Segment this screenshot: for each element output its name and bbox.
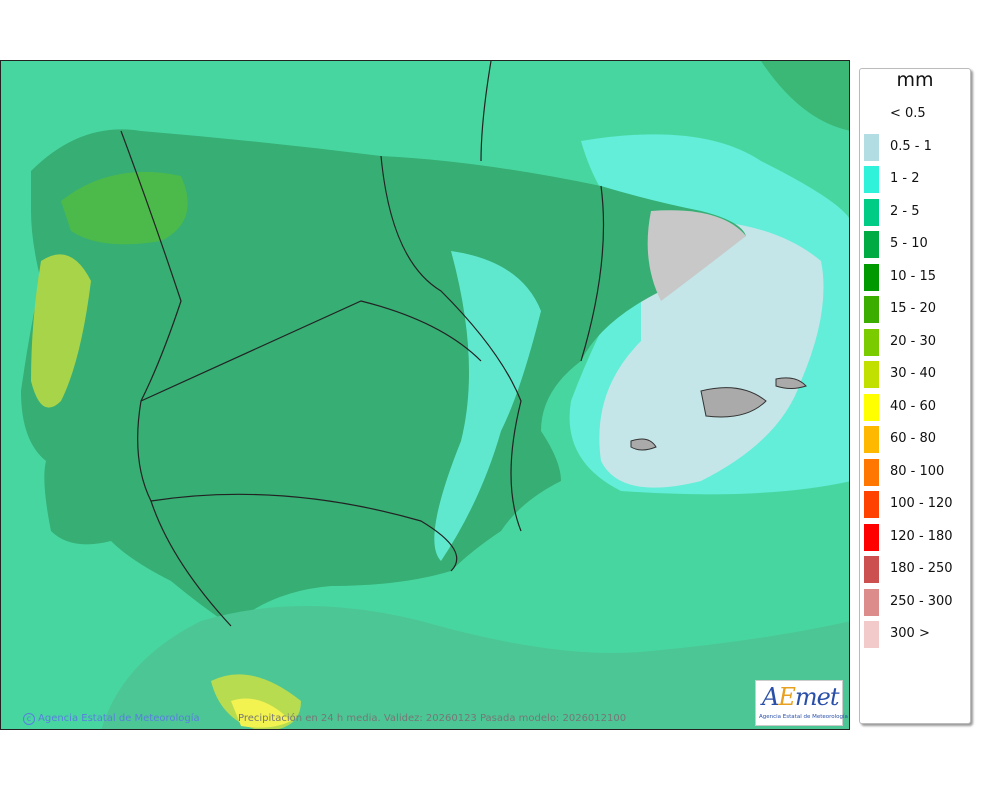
land-precip-low [647, 210, 746, 301]
map-caption: Precipitación en 24 h media. Validez: 20… [238, 713, 627, 724]
legend-item: 20 - 30 [864, 328, 968, 357]
land-precip-1-2 [434, 251, 541, 561]
legend-item: 180 - 250 [864, 556, 968, 584]
legend-label: 250 - 300 [890, 593, 953, 609]
legend-item: 15 - 20 [864, 296, 968, 324]
legend-label: 1 - 2 [890, 171, 920, 186]
land-iberia [21, 129, 746, 626]
legend-label: 60 - 80 [890, 431, 937, 446]
legend-swatch [864, 166, 879, 193]
legend-swatch [864, 621, 879, 648]
legend-swatch [864, 133, 879, 161]
legend-swatch [864, 588, 879, 616]
legend-item: 100 - 120 [864, 491, 968, 519]
legend-item: 5 - 10 [864, 231, 968, 259]
legend-swatch [864, 231, 879, 258]
legend-swatch [864, 458, 879, 486]
legend-label: 40 - 60 [890, 398, 937, 414]
legend-label: 10 - 15 [890, 268, 937, 284]
legend-swatch [864, 263, 879, 291]
sea-precip-5-10 [761, 61, 849, 131]
legend-label: 5 - 10 [890, 236, 928, 251]
legend-item: 10 - 15 [864, 263, 968, 292]
legend-item: 0.5 - 1 [864, 133, 968, 162]
legend-item: < 0.5 [864, 101, 968, 129]
ibiza [630, 438, 657, 451]
logo-subtitle: Agencia Estatal de Meteorología [759, 714, 848, 720]
legend-item: 1 - 2 [864, 166, 968, 194]
legend-swatch [864, 523, 879, 551]
copyright-icon: c [23, 713, 35, 725]
legend-label: 80 - 100 [890, 463, 945, 479]
legend-label: 120 - 180 [890, 528, 953, 544]
credit-label: Agencia Estatal de Meteorología [38, 713, 200, 724]
legend-label: 180 - 250 [890, 561, 953, 576]
aemet-logo: AEmet Agencia Estatal de Meteorología [755, 680, 848, 726]
legend: mm < 0.5 0.5 - 1 1 - 2 2 - 5 5 - 10 10 - 15 15… [859, 68, 971, 724]
legend-unit: mm [896, 69, 934, 91]
legend-item: 40 - 60 [864, 393, 968, 422]
legend-item: 300 > [864, 621, 968, 649]
logo-wordmark: AEmet [762, 683, 839, 711]
legend-label: 100 - 120 [890, 496, 953, 511]
legend-label: 0.5 - 1 [890, 138, 932, 154]
map-canvas [1, 61, 849, 729]
legend-item: 120 - 180 [864, 523, 968, 552]
region-borders [120, 61, 605, 627]
legend-swatch [864, 556, 879, 583]
legend-item: 2 - 5 [864, 198, 968, 227]
legend-item: 60 - 80 [864, 426, 968, 454]
land-precip-30-40 [31, 254, 91, 408]
mallorca [700, 387, 767, 418]
legend-label: 15 - 20 [890, 301, 937, 316]
legend-swatch [864, 296, 879, 323]
legend-label: 2 - 5 [890, 203, 920, 219]
legend-swatch [864, 328, 879, 356]
legend-label: 30 - 40 [890, 366, 937, 381]
menorca [775, 377, 807, 389]
legend-swatch [864, 426, 879, 453]
legend-item: 250 - 300 [864, 588, 968, 617]
legend-item: 80 - 100 [864, 458, 968, 487]
legend-item: 30 - 40 [864, 361, 968, 389]
legend-label: 20 - 30 [890, 333, 937, 349]
legend-swatch [864, 361, 879, 388]
legend-label: 300 > [890, 626, 930, 641]
precipitation-map: c Agencia Estatal de Meteorología Precipi… [0, 60, 850, 730]
legend-swatch [864, 198, 879, 226]
credit-text: c Agencia Estatal de Meteorología [23, 713, 200, 725]
legend-label: < 0.5 [890, 106, 926, 121]
land-precip-40-60 [231, 698, 291, 728]
legend-swatch [864, 393, 879, 421]
legend-swatch [864, 491, 879, 518]
